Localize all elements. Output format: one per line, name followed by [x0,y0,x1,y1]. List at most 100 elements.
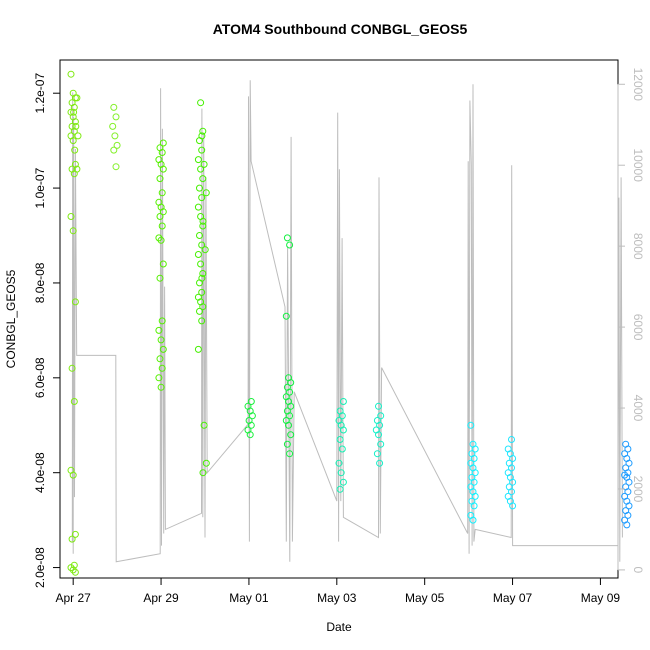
data-point [200,421,208,429]
y-tick-label: 4.0e-08 [33,452,47,493]
data-point [338,445,346,453]
data-point [158,149,166,156]
data-point [196,232,203,239]
y-axis-title: CONBGL_GEOS5 [4,269,18,368]
data-point [248,412,256,420]
data-point [377,440,385,448]
x-tick-label: Apr 27 [56,591,92,605]
data-point [247,421,255,429]
data-point [194,203,202,211]
data-point [621,471,629,479]
data-point [73,94,81,102]
data-point [156,213,164,220]
data-point [113,141,121,149]
data-point [110,103,118,111]
data-point [625,502,633,510]
data-point [111,132,119,140]
data-point [199,127,207,135]
x-tick-label: Apr 29 [143,591,179,605]
data-point [375,402,382,410]
x-axis-title: Date [326,620,352,634]
data-point [155,374,163,382]
data-point [469,516,477,524]
data-point [69,566,77,574]
data-point [624,445,632,453]
y-tick-label: 8.0e-08 [33,262,47,303]
data-point [70,398,78,405]
x-tick-label: May 05 [405,591,445,605]
right-tick-label: 0 [631,567,645,574]
y-tick-label: 1.0e-07 [33,167,47,208]
data-point [112,163,120,171]
data-point [198,274,206,282]
data-point [625,459,633,467]
data-point [508,436,515,443]
data-point [337,469,345,477]
data-point [467,421,475,429]
data-point [197,260,205,268]
data-point [69,227,77,235]
data-point [74,132,82,140]
data-point [110,146,118,154]
data-point [199,469,207,477]
data-point [336,436,344,443]
data-point [202,459,210,467]
data-point [109,122,117,130]
data-point [625,478,633,486]
data-point [202,189,210,197]
data-point [286,388,294,396]
data-point [196,184,203,192]
data-point [67,213,75,220]
data-point [156,355,164,363]
chart-title: ATOM4 Southbound CONBGL_GEOS5 [213,21,468,37]
right-tick-label: 4000 [631,395,645,422]
x-tick-label: May 09 [581,591,621,605]
data-point [470,502,478,510]
data-point [623,521,631,529]
data-point [155,234,163,242]
data-point [70,108,78,116]
data-point [68,535,76,543]
data-point [199,270,207,277]
data-point [198,317,206,325]
data-point [71,160,79,168]
data-point [197,165,205,173]
data-point [158,189,166,197]
x-axis: Apr 27 Apr 29 May 01 May 03 May 05 May 07 May … [56,577,621,605]
data-point [509,502,517,510]
data-point [159,165,167,173]
data-point [339,398,347,405]
x-tick-label: May 03 [317,591,357,605]
data-point [624,511,632,519]
data-point [70,103,78,111]
data-point [247,398,255,405]
data-point [471,492,479,500]
data-point [73,165,81,173]
data-point [72,122,80,130]
data-point [470,455,478,462]
data-point [199,303,207,311]
data-point [67,564,75,572]
data-point [158,364,166,372]
data-point [194,251,202,258]
data-point [158,317,166,325]
data-point [198,146,206,154]
data-point [376,459,384,467]
data-point [508,464,515,472]
data-point [246,431,254,439]
data-point [282,312,290,320]
data-point [71,118,79,126]
data-point [199,217,207,225]
data-point [198,288,206,296]
data-point [201,246,209,254]
data-point [509,455,517,462]
data-point [67,70,75,78]
data-point [71,146,79,154]
data-point [157,383,165,391]
data-point [624,488,632,496]
altitude-line-layer [71,80,623,563]
data-point [339,426,347,434]
data-point [69,471,77,479]
data-point [198,132,206,140]
